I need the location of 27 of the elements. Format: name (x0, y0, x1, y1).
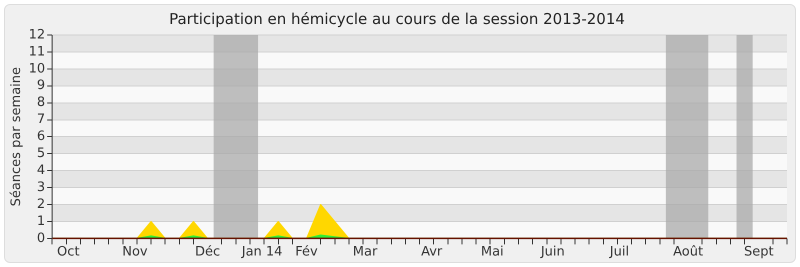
y-axis-title: Séances par semaine (9, 66, 24, 206)
y-tick-label: 8 (36, 95, 46, 110)
x-tick-label: Mai (480, 244, 504, 260)
x-tick-label: Sept (744, 244, 774, 260)
x-tick-label: Avr (421, 244, 443, 260)
x-tick-label: Fév (295, 244, 318, 260)
chart-title: Participation en hémicycle au cours de la session 2013-2014 (169, 10, 625, 28)
x-tick-label: Déc (195, 244, 220, 260)
x-tick-label: Nov (122, 244, 148, 260)
x-tick-label: Août (673, 244, 704, 260)
y-tick-label: 10 (28, 61, 46, 76)
y-tick-label: 7 (36, 112, 46, 128)
y-tick-label: 3 (36, 180, 46, 195)
y-tick-label: 1 (36, 214, 46, 229)
x-tick-label: Jan 14 (240, 244, 282, 260)
y-tick-label: 2 (36, 196, 46, 212)
y-tick-label: 5 (36, 146, 46, 162)
x-tick-label: Juin (540, 244, 565, 260)
y-tick-label: 11 (28, 44, 46, 60)
x-tick-label: Oct (57, 244, 80, 260)
y-tick-label: 9 (36, 78, 46, 94)
y-tick-label: 6 (36, 129, 46, 144)
y-tick-label: 0 (36, 230, 46, 246)
y-tick-label: 4 (36, 162, 46, 178)
y-tick-label: 12 (28, 27, 46, 42)
x-tick-label: Juil (608, 244, 630, 260)
x-tick-label: Mar (352, 244, 378, 260)
